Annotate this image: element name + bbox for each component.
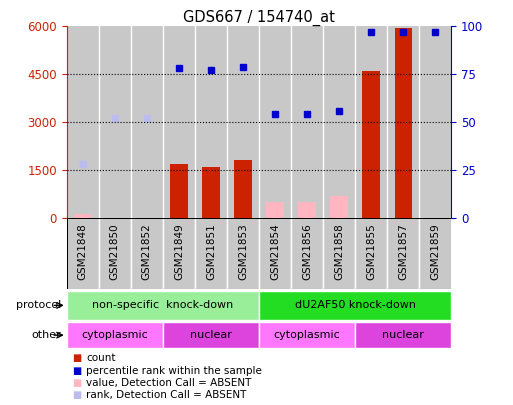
Bar: [355, 26, 387, 218]
Bar: [227, 218, 259, 289]
Text: ■: ■: [72, 354, 81, 363]
Text: ■: ■: [72, 366, 81, 375]
Bar: [195, 26, 227, 218]
Text: ■: ■: [72, 378, 81, 388]
Bar: [363, 71, 380, 218]
Text: rank, Detection Call = ABSENT: rank, Detection Call = ABSENT: [86, 390, 247, 400]
Bar: [195, 218, 227, 289]
Text: ■: ■: [72, 390, 81, 400]
Text: dU2AF50 knock-down: dU2AF50 knock-down: [295, 301, 416, 310]
Text: count: count: [86, 354, 116, 363]
Bar: [202, 167, 220, 218]
Bar: [355, 322, 451, 348]
Text: GSM21857: GSM21857: [399, 224, 408, 280]
Bar: [131, 218, 163, 289]
Text: cytoplasmic: cytoplasmic: [274, 330, 341, 340]
Text: GSM21859: GSM21859: [430, 224, 440, 280]
Text: nuclear: nuclear: [190, 330, 232, 340]
Bar: [227, 26, 259, 218]
Title: GDS667 / 154740_at: GDS667 / 154740_at: [183, 10, 335, 26]
Bar: [98, 26, 131, 218]
Text: GSM21849: GSM21849: [174, 224, 184, 280]
Bar: [259, 322, 355, 348]
Bar: [163, 218, 195, 289]
Text: value, Detection Call = ABSENT: value, Detection Call = ABSENT: [86, 378, 251, 388]
Bar: [330, 196, 348, 218]
Bar: [74, 214, 91, 218]
Bar: [67, 291, 259, 320]
Bar: [387, 218, 420, 289]
Text: percentile rank within the sample: percentile rank within the sample: [86, 366, 262, 375]
Bar: [323, 218, 355, 289]
Bar: [234, 160, 252, 218]
Bar: [131, 26, 163, 218]
Text: GSM21856: GSM21856: [302, 224, 312, 280]
Text: GSM21853: GSM21853: [238, 224, 248, 280]
Bar: [67, 322, 163, 348]
Text: non-specific  knock-down: non-specific knock-down: [92, 301, 233, 310]
Bar: [266, 202, 284, 218]
Text: other: other: [32, 330, 62, 340]
Bar: [67, 218, 98, 289]
Text: GSM21850: GSM21850: [110, 224, 120, 280]
Bar: [420, 26, 451, 218]
Bar: [163, 26, 195, 218]
Bar: [355, 218, 387, 289]
Bar: [67, 26, 98, 218]
Bar: [259, 291, 451, 320]
Bar: [420, 218, 451, 289]
Bar: [259, 218, 291, 289]
Bar: [98, 218, 131, 289]
Text: protocol: protocol: [16, 301, 62, 310]
Text: GSM21858: GSM21858: [334, 224, 344, 280]
Bar: [163, 322, 259, 348]
Bar: [299, 202, 316, 218]
Text: GSM21852: GSM21852: [142, 224, 152, 280]
Bar: [170, 164, 188, 218]
Text: GSM21854: GSM21854: [270, 224, 280, 280]
Bar: [323, 26, 355, 218]
Bar: [291, 218, 323, 289]
Text: cytoplasmic: cytoplasmic: [82, 330, 148, 340]
Bar: [394, 28, 412, 218]
Bar: [291, 26, 323, 218]
Text: GSM21848: GSM21848: [78, 224, 88, 280]
Bar: [259, 26, 291, 218]
Text: nuclear: nuclear: [382, 330, 424, 340]
Bar: [387, 26, 420, 218]
Text: GSM21855: GSM21855: [366, 224, 376, 280]
Text: GSM21851: GSM21851: [206, 224, 216, 280]
